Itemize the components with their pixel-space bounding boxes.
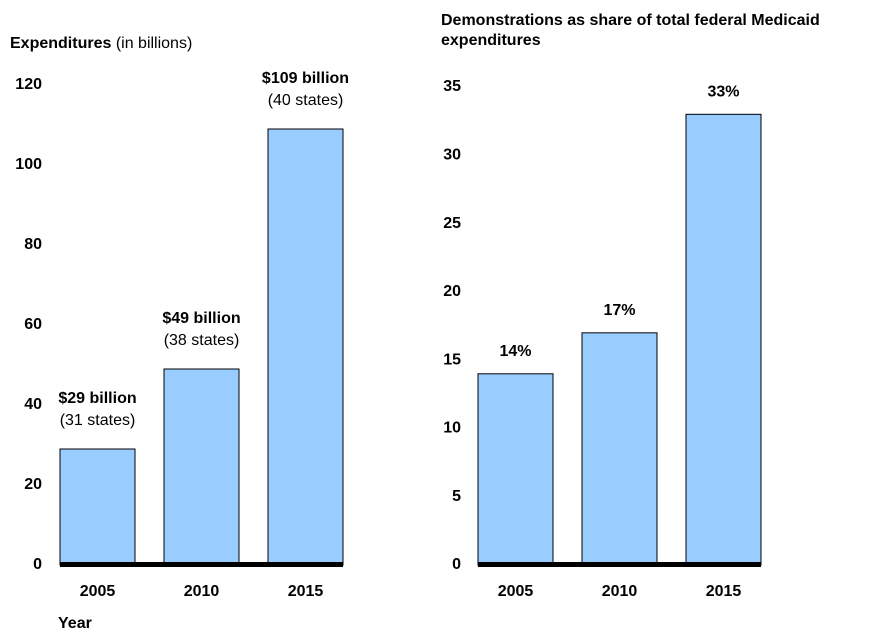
y-tick-label: 60	[24, 316, 42, 333]
y-tick-label: 100	[15, 156, 42, 173]
y-tick-label: 0	[33, 556, 42, 573]
y-tick-label: 10	[443, 420, 461, 437]
y-tick-label: 80	[24, 236, 42, 253]
y-tick-label: 5	[452, 488, 461, 505]
x-tick-label: 2010	[602, 583, 638, 600]
chart-title: Demonstrations as share of total federal…	[441, 12, 820, 49]
x-tick-label: 2015	[706, 583, 742, 600]
y-tick-label: 35	[443, 78, 461, 95]
annotation: (38 states)	[164, 332, 240, 349]
y-tick-label: 20	[24, 476, 42, 493]
value-label: 17%	[603, 302, 635, 319]
x-tick-label: 2005	[498, 583, 534, 600]
y-tick-label: 25	[443, 215, 461, 232]
value-label: 14%	[499, 343, 531, 360]
x-axis-label: Year	[58, 615, 92, 632]
x-tick-label: 2005	[80, 583, 116, 600]
value-label: $49 billion	[162, 310, 240, 327]
y-tick-label: 15	[443, 351, 461, 368]
y-tick-label: 120	[15, 76, 42, 93]
left-title: Expenditures (in billions)	[10, 34, 192, 54]
chart-subtitle: (in billions)	[115, 35, 193, 52]
annotation: (31 states)	[60, 412, 136, 429]
baseline	[478, 562, 761, 567]
annotation: (40 states)	[268, 92, 344, 109]
chart-title: Expenditures	[10, 35, 112, 52]
y-tick-label: 30	[443, 147, 461, 164]
y-tick-label: 40	[24, 396, 42, 413]
bar	[59, 448, 136, 566]
baseline	[60, 562, 343, 567]
y-tick-label: 20	[443, 283, 461, 300]
x-tick-label: 2015	[288, 583, 324, 600]
bar	[163, 368, 240, 566]
bar	[685, 113, 762, 566]
bar	[477, 373, 554, 566]
y-tick-label: 0	[452, 556, 461, 573]
value-label: $109 billion	[262, 70, 349, 87]
bar	[581, 332, 658, 566]
bar	[267, 128, 344, 566]
value-label: $29 billion	[58, 390, 136, 407]
value-label: 33%	[707, 84, 739, 101]
x-tick-label: 2010	[184, 583, 220, 600]
